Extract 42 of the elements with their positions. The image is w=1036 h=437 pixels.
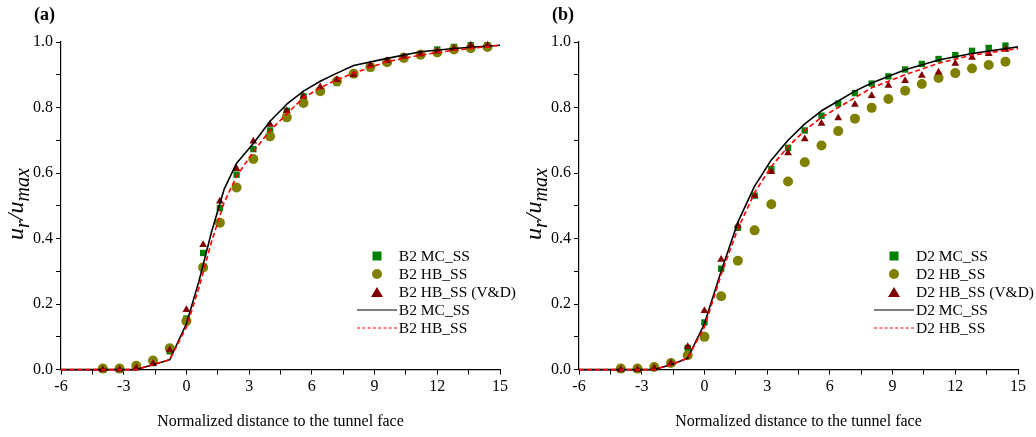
legend-label: B2 MC_SS xyxy=(398,301,470,319)
y-tick-label: 0.0 xyxy=(33,359,53,377)
y-tick-label: 0.4 xyxy=(33,228,53,246)
y-tick-label: 0.2 xyxy=(551,294,571,312)
legend-label: D2 HB_SS xyxy=(916,265,986,283)
x-tick-label: 3 xyxy=(763,377,772,395)
y-tick-label: 1.0 xyxy=(551,32,571,50)
legend-label: D2 HB_SS (V&D) xyxy=(916,283,1034,301)
x-axis-title: Normalized distance to the tunnel face xyxy=(675,411,922,429)
y-tick-label: 0.4 xyxy=(551,228,571,246)
x-tick-label: 15 xyxy=(492,377,508,395)
x-tick-label: 6 xyxy=(307,377,316,395)
x-tick-label: 15 xyxy=(1010,377,1026,395)
x-tick-label: -3 xyxy=(117,377,131,395)
x-tick-label: 9 xyxy=(888,377,897,395)
legend-label: D2 MC_SS xyxy=(916,301,988,319)
chart-title: (a) xyxy=(34,4,55,25)
x-tick-label: -3 xyxy=(635,377,649,395)
x-tick-label: 3 xyxy=(245,377,254,395)
y-tick-label: 0.8 xyxy=(551,97,571,115)
x-tick-label: 0 xyxy=(700,377,709,395)
x-tick-label: 9 xyxy=(370,377,379,395)
legend-label: B2 HB_SS xyxy=(398,319,468,337)
legend-label: B2 MC_SS xyxy=(398,247,470,265)
legend-label: D2 MC_SS xyxy=(916,247,988,265)
y-tick-label: 1.0 xyxy=(33,32,53,50)
y-tick-label: 0.0 xyxy=(551,359,571,377)
x-axis-title: Normalized distance to the tunnel face xyxy=(157,411,404,429)
chart-title: (b) xyxy=(552,4,574,25)
x-tick-label: 12 xyxy=(947,377,964,395)
y-tick-label: 0.6 xyxy=(551,163,571,181)
legend-label: B2 HB_SS xyxy=(398,265,468,283)
y-tick-label: 0.6 xyxy=(33,163,53,181)
x-tick-label: 6 xyxy=(825,377,834,395)
x-tick-label: 12 xyxy=(429,377,446,395)
x-tick-label: -6 xyxy=(572,377,586,395)
legend-label: B2 HB_SS (V&D) xyxy=(398,283,516,301)
legend-label: D2 HB_SS xyxy=(916,319,986,337)
x-tick-label: 0 xyxy=(182,377,191,395)
y-tick-label: 0.2 xyxy=(33,294,53,312)
x-tick-label: -6 xyxy=(54,377,68,395)
y-tick-label: 0.8 xyxy=(33,97,53,115)
